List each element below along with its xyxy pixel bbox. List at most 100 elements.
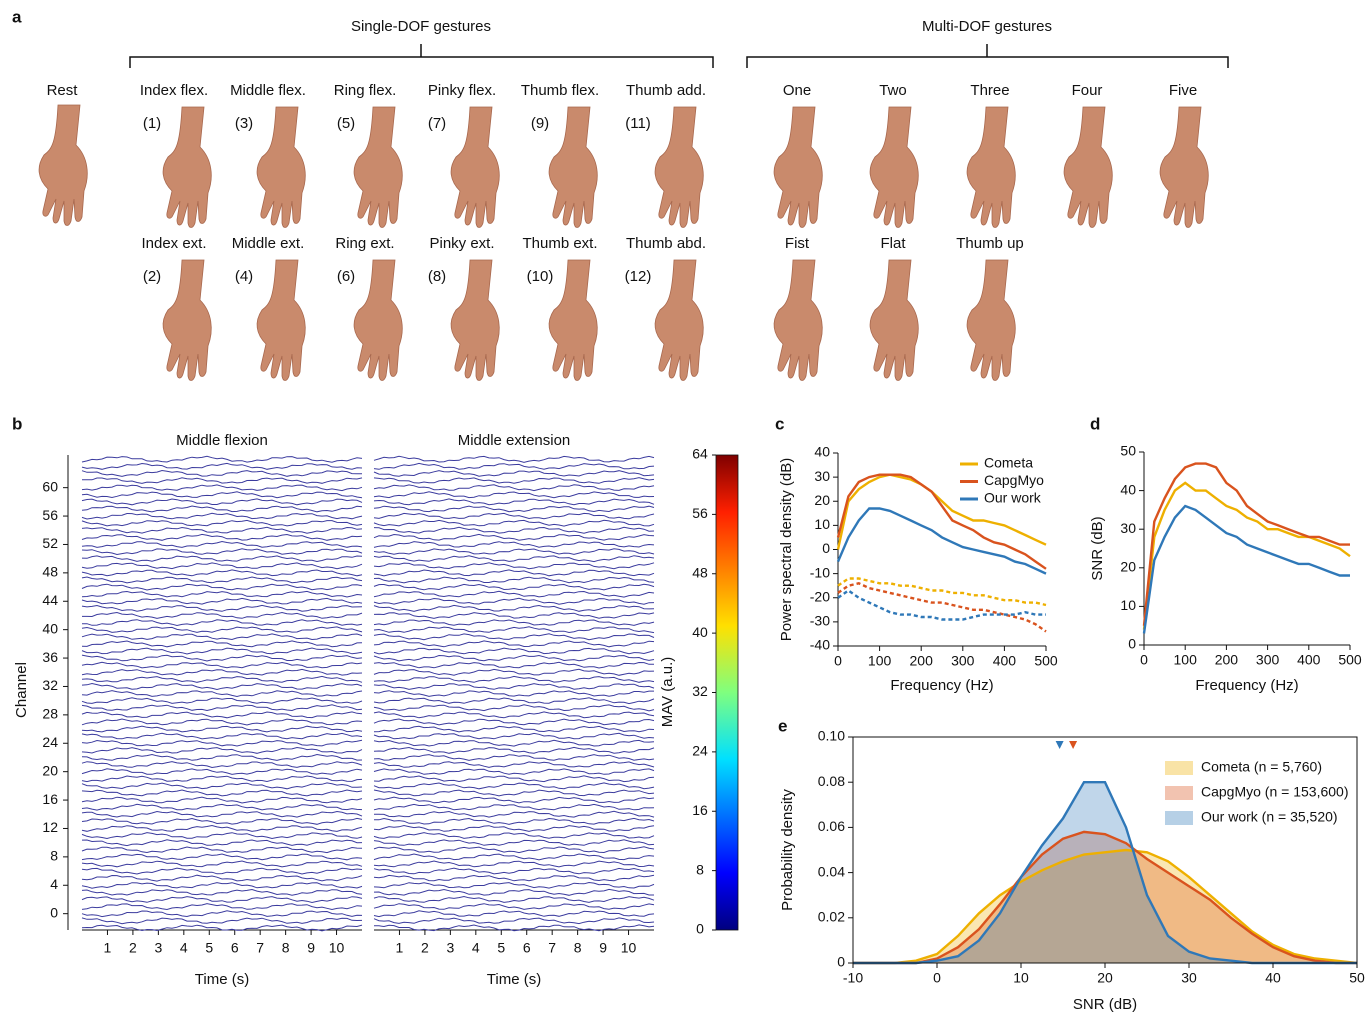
y-tick-label: 28 (42, 706, 58, 722)
gesture-number: (2) (143, 268, 161, 285)
emg-trace (373, 640, 655, 648)
hand-shape (353, 259, 403, 381)
emg-trace (373, 526, 655, 534)
colorbar-tick-label: 40 (692, 624, 708, 640)
emg-trace (81, 583, 363, 591)
legend-label: CapgMyo (984, 472, 1044, 488)
emg-trace (81, 675, 363, 683)
hand-photo (869, 259, 919, 381)
gesture-label: Thumb abd. (626, 235, 706, 252)
emg-trace (373, 484, 655, 492)
gesture-label: Rest (47, 82, 79, 99)
emg-trace (373, 754, 655, 761)
gesture-label: Two (879, 82, 907, 99)
hand-shape (869, 106, 919, 228)
emg-trace (373, 711, 655, 719)
emg-trace (373, 654, 655, 662)
subplot-title: Middle flexion (176, 432, 268, 449)
y-tick-label: 56 (42, 507, 58, 523)
gesture-label: Five (1169, 82, 1197, 99)
gesture-number: (12) (625, 268, 652, 285)
y-tick-label: 48 (42, 564, 58, 580)
emg-trace (81, 661, 363, 669)
emg-trace (81, 590, 363, 598)
y-tick-label: 40 (42, 620, 58, 636)
y-tick-label: 40 (814, 444, 830, 460)
emg-trace (373, 803, 655, 811)
panel-label: a (12, 7, 22, 26)
group-title: Single-DOF gestures (351, 18, 491, 35)
bracket (129, 44, 714, 68)
legend-label: Our work (n = 35,520) (1201, 809, 1338, 825)
emg-trace (81, 832, 363, 840)
emg-trace (373, 817, 655, 825)
emg-trace (373, 704, 655, 712)
emg-trace (373, 824, 655, 832)
x-tick-label: 100 (1174, 652, 1198, 668)
gesture-label: Pinky flex. (428, 82, 496, 99)
emg-trace (373, 860, 655, 868)
emg-trace (81, 548, 363, 556)
y-tick-label: 32 (42, 677, 58, 693)
emg-trace (81, 846, 363, 854)
emg-trace (81, 803, 363, 811)
emg-trace (373, 768, 655, 775)
emg-trace (81, 533, 363, 541)
gesture-number: (5) (337, 115, 355, 132)
emg-trace (373, 839, 655, 846)
emg-trace (82, 619, 363, 627)
emg-trace (81, 562, 363, 570)
density-area (853, 850, 1357, 963)
x-tick-label: 200 (910, 653, 934, 669)
series-line (836, 507, 1047, 575)
emg-trace (81, 782, 363, 790)
emg-trace (81, 817, 363, 825)
emg-trace (81, 526, 363, 534)
emg-trace (373, 690, 654, 697)
x-tick-label: 4 (180, 940, 188, 956)
y-tick-label: 20 (42, 762, 58, 778)
hand-shape (162, 106, 212, 228)
x-tick-label: 0 (834, 653, 842, 669)
emg-trace (373, 697, 655, 705)
x-axis-label: Frequency (Hz) (890, 677, 993, 694)
bracket (746, 44, 1229, 68)
hand-shape (548, 106, 598, 228)
emg-trace (373, 505, 655, 513)
emg-trace (81, 768, 363, 775)
legend-label: Cometa (984, 455, 1033, 471)
gesture-label: Fist (785, 235, 810, 252)
emg-trace (81, 690, 363, 698)
hand-photo (1159, 106, 1209, 228)
hand-shape (162, 259, 212, 381)
x-tick-label: 300 (951, 653, 975, 669)
y-tick-label: 20 (1120, 559, 1136, 575)
emg-trace (373, 895, 655, 903)
x-tick-label: 10 (621, 940, 637, 956)
panel-label: d (1090, 414, 1100, 433)
y-tick-label: 52 (42, 535, 58, 551)
gesture-label: Middle ext. (232, 235, 305, 252)
gesture-number: (7) (428, 115, 446, 132)
y-tick-label: 60 (42, 478, 58, 494)
hand-shape (353, 106, 403, 228)
y-tick-label: 20 (814, 492, 830, 508)
emg-trace (373, 569, 655, 577)
y-axis-label: Probability density (779, 789, 796, 911)
hand-shape (256, 259, 306, 381)
y-tick-label: 16 (42, 791, 58, 807)
emg-trace (81, 924, 363, 932)
x-tick-label: 8 (574, 940, 582, 956)
hand-photo (869, 106, 919, 228)
hand-shape (869, 259, 919, 381)
emg-trace (81, 555, 363, 563)
emg-trace (81, 789, 363, 797)
x-axis-label: Time (s) (195, 971, 249, 988)
emg-trace (373, 597, 655, 605)
emg-trace (373, 725, 655, 733)
emg-trace (81, 739, 363, 747)
y-tick-label: 0.10 (818, 728, 845, 744)
emg-trace (81, 882, 363, 889)
emg-trace (373, 782, 655, 790)
panel-label: b (12, 414, 22, 433)
